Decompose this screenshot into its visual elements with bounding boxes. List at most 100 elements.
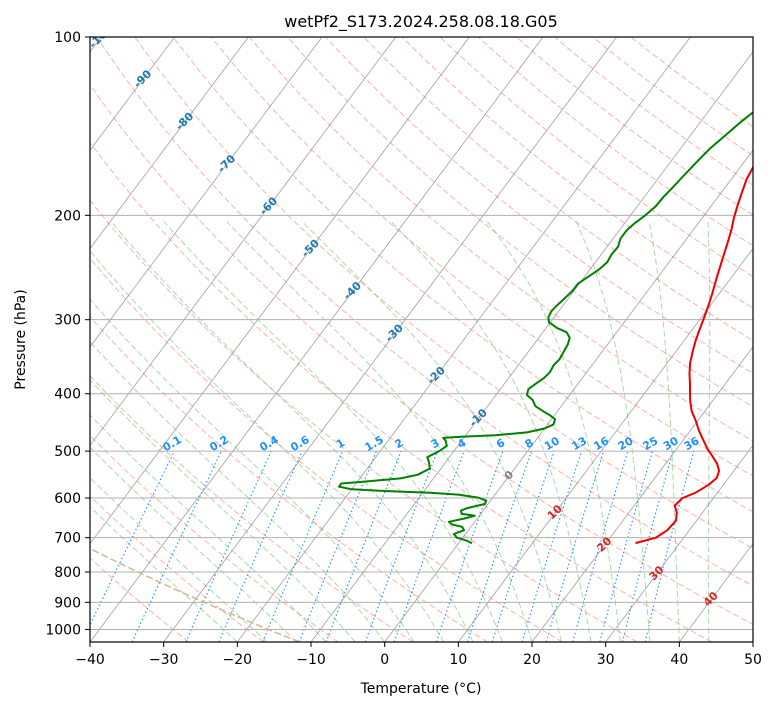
line-labels: -100-90-80-70-60-50-40-30-20-10010203040… xyxy=(90,37,721,609)
mixing-ratio-line xyxy=(521,450,583,642)
dry-adiabat-label: 30 xyxy=(647,563,667,583)
y-tick-label: 800 xyxy=(54,565,81,581)
mixing-ratio-label: 20 xyxy=(616,434,636,453)
y-axis: 100 200 300 400 500 600 700 800 900 1000 xyxy=(45,30,90,638)
mixing-ratio-line xyxy=(325,450,402,642)
mixing-ratio-line xyxy=(90,450,175,627)
isotherm xyxy=(310,51,753,642)
chart-title: wetPf2_S173.2024.258.08.18.G05 xyxy=(284,12,558,32)
mixing-ratio-line xyxy=(262,450,344,642)
x-tick-label: 50 xyxy=(744,652,762,668)
dry-adiabat-label: -60 xyxy=(257,194,280,217)
dry-adiabat xyxy=(553,37,753,186)
dry-adiabat-label: -50 xyxy=(299,237,322,260)
moist-adiabat xyxy=(707,221,711,642)
dry-adiabat xyxy=(90,199,638,642)
y-tick-label: 100 xyxy=(54,30,81,46)
mixing-ratio-label: 6 xyxy=(494,436,507,451)
moist-adiabat xyxy=(90,379,356,642)
x-tick-label: 0 xyxy=(380,652,389,668)
isotherm xyxy=(384,149,753,642)
skewed-isotherms xyxy=(90,37,753,642)
mixing-ratio-line xyxy=(435,450,504,642)
mixing-ratio-label: 30 xyxy=(661,434,681,453)
y-tick-label: 700 xyxy=(54,531,81,547)
mixing-ratio-line xyxy=(364,450,439,642)
isotherm xyxy=(90,37,176,151)
dry-adiabat xyxy=(90,315,488,642)
moist-adiabat xyxy=(648,221,680,642)
x-axis-title: Temperature (°C) xyxy=(360,681,482,697)
dry-adiabat xyxy=(134,37,753,550)
isotherm xyxy=(90,37,397,446)
mixing-ratio-line xyxy=(621,450,674,642)
isotherm xyxy=(605,444,753,642)
dry-adiabat-label: 0 xyxy=(502,468,517,483)
dry-adiabat xyxy=(363,37,753,342)
plot-frame xyxy=(89,36,754,643)
mixing-ratio-line xyxy=(218,450,303,642)
moist-adiabat xyxy=(226,221,533,642)
moist-adiabat xyxy=(90,250,445,642)
y-tick-label: 400 xyxy=(54,387,81,403)
dry-adiabat xyxy=(90,557,190,642)
dry-adiabat xyxy=(90,434,339,642)
x-tick-label: 40 xyxy=(670,652,688,668)
dewpoint-line xyxy=(338,111,753,545)
mixing-ratio-line xyxy=(599,450,654,642)
dry-adiabat xyxy=(248,37,753,442)
dry-adiabat xyxy=(210,37,753,477)
y-axis-title: Pressure (hPa) xyxy=(13,289,29,389)
x-axis: −40 −30 −20 −10 0 10 20 30 40 50 xyxy=(75,642,762,668)
mixing-ratio-label: 2 xyxy=(392,436,405,451)
x-tick-label: −40 xyxy=(75,652,105,668)
moist-adiabat xyxy=(302,221,562,642)
y-tick-label: 500 xyxy=(54,444,81,460)
y-tick-label: 900 xyxy=(54,595,81,611)
y-tick-label: 600 xyxy=(54,491,81,507)
dry-adiabat xyxy=(90,257,563,642)
moist-adiabat xyxy=(90,476,268,642)
dry-adiabat xyxy=(90,141,712,642)
moist-adiabat xyxy=(90,414,327,642)
isobar-gridlines xyxy=(90,37,753,630)
dry-adiabat xyxy=(90,374,414,642)
mixing-ratio-label: 25 xyxy=(640,434,660,453)
parcel-curve xyxy=(90,547,300,642)
mixing-ratio-line xyxy=(545,450,605,642)
mixing-ratio-line xyxy=(572,450,629,642)
mixing-ratio-line xyxy=(185,450,272,642)
mixing-ratio-line xyxy=(131,450,222,642)
moist-adiabat xyxy=(575,221,651,642)
parcel-curve xyxy=(90,547,300,642)
dry-adiabat-label: -30 xyxy=(383,321,406,344)
dry-adiabats xyxy=(90,37,753,642)
x-tick-label: −10 xyxy=(296,652,326,668)
moist-adiabat xyxy=(390,221,592,642)
mixing-ratio-line xyxy=(298,450,378,642)
dry-adiabat-label: -10 xyxy=(467,406,490,429)
isotherm xyxy=(90,37,249,250)
dry-adiabat xyxy=(325,37,753,374)
isotherm xyxy=(458,247,753,642)
mixing-ratio-label: 16 xyxy=(592,434,612,453)
plot-area: -100-90-80-70-60-50-40-30-20-10010203040… xyxy=(90,37,753,642)
moist-adiabat xyxy=(90,298,415,642)
moist-adiabat xyxy=(90,340,386,642)
mixing-ratio-line xyxy=(644,450,695,642)
isotherm xyxy=(679,542,753,642)
isotherm xyxy=(90,37,544,642)
isotherm xyxy=(237,37,691,642)
dry-adiabat xyxy=(401,37,753,309)
mixing-ratio-label: 10 xyxy=(542,434,562,453)
mixing-ratio-line xyxy=(491,450,555,642)
isotherm xyxy=(90,37,323,348)
x-tick-label: −30 xyxy=(149,652,179,668)
y-tick-label: 300 xyxy=(54,313,81,329)
x-tick-label: 30 xyxy=(597,652,615,668)
isotherm xyxy=(90,37,470,545)
mixing-ratio-label: 3 xyxy=(429,436,442,451)
mixing-ratio-label: 4 xyxy=(455,436,468,451)
dry-adiabat xyxy=(90,495,264,642)
